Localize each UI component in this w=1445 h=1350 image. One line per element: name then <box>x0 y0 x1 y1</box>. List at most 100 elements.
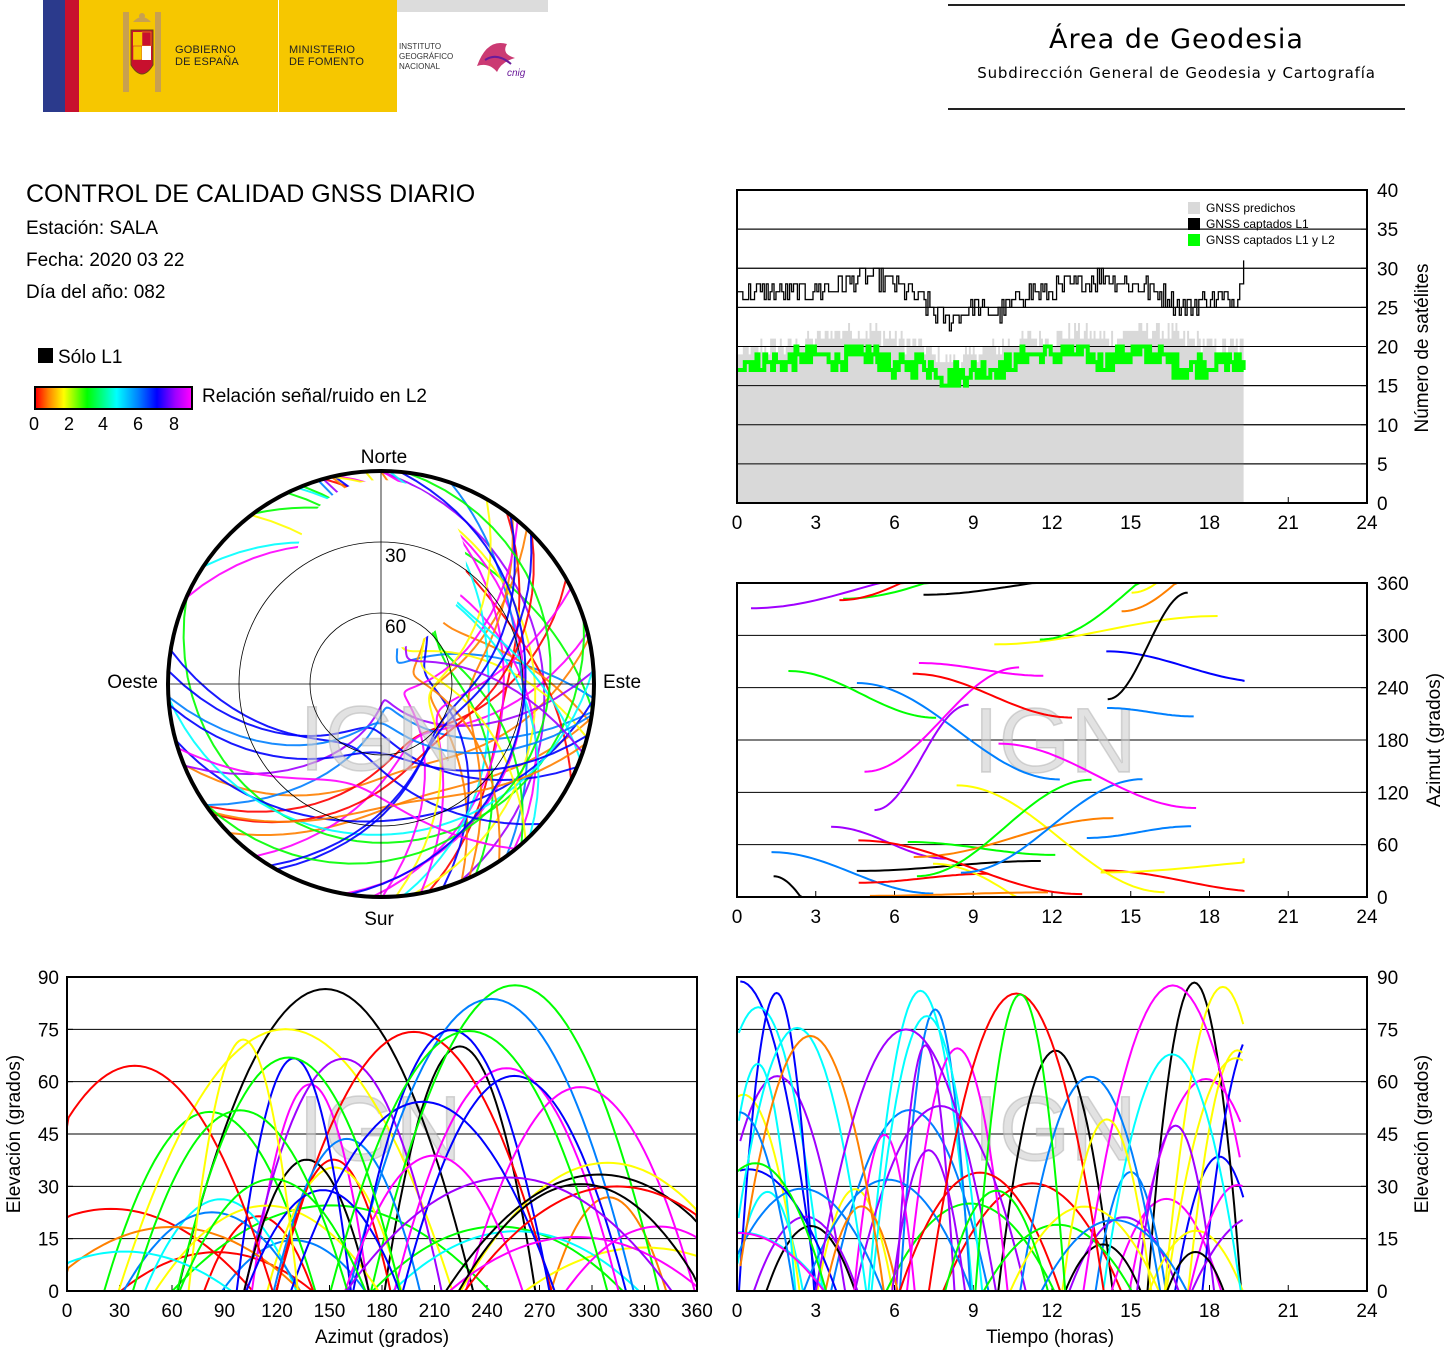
azt-track-14 <box>874 703 969 812</box>
sat-xtick-label-9: 9 <box>968 513 979 534</box>
sat-legend-swatch-2 <box>1188 234 1200 246</box>
ela-track-28 <box>401 1074 627 1292</box>
azt-track-6 <box>788 670 937 719</box>
ign-line2: GEOGRÁFICO <box>399 52 454 61</box>
azt-xtick-label-3: 3 <box>810 907 821 928</box>
ela-track-22 <box>243 1158 370 1292</box>
ela-frame <box>66 976 698 1292</box>
ela-track-44 <box>457 1183 698 1292</box>
ela-track-45 <box>345 1176 673 1292</box>
elt-track-46 <box>737 1231 825 1292</box>
sat-xtick-label-0: 0 <box>732 513 743 534</box>
azt-watermark: IGN <box>973 690 1137 792</box>
ela-xtick-label-30: 30 <box>109 1301 130 1322</box>
ela-xlabel: Azimut (grados) <box>315 1327 449 1348</box>
ign-top-bar <box>397 0 548 12</box>
elt-track-47 <box>739 1111 795 1292</box>
spain-flag-yellow <box>79 0 91 112</box>
header-rule-bottom <box>948 108 1405 110</box>
elt-track-29 <box>802 1178 973 1292</box>
elt-xtick-label-12: 12 <box>1041 1301 1062 1322</box>
ela-track-35 <box>290 1100 556 1292</box>
sat-xtick-label-21: 21 <box>1278 513 1299 534</box>
elt-track-18 <box>1148 1229 1244 1292</box>
azt-xtick-label-9: 9 <box>968 907 979 928</box>
azt-ytick-label-0: 0 <box>1377 888 1388 909</box>
azt-track-23 <box>858 839 1083 896</box>
sat-ytick-label-35: 35 <box>1377 220 1398 241</box>
ela-track-37 <box>176 1056 402 1292</box>
skyplot-tracks <box>168 471 594 897</box>
elt-ytick-label-75: 75 <box>1377 1020 1398 1041</box>
sat-legend-entry-0: GNSS predichos <box>1206 201 1295 215</box>
sky-track-25 <box>184 670 594 776</box>
ela-track-9 <box>143 1198 298 1292</box>
azt-track-26 <box>869 891 1048 897</box>
ela-track-5 <box>275 1158 392 1292</box>
elt-xtick-label-0: 0 <box>732 1301 743 1322</box>
sat-ytick-label-10: 10 <box>1377 416 1398 437</box>
cnig-text: cnig <box>507 68 526 79</box>
ela-track-34 <box>245 1189 401 1292</box>
azt-track-4 <box>918 662 1044 677</box>
elt-ylabel: Elevación (grados) <box>1412 1055 1433 1213</box>
elt-track-56 <box>814 1028 997 1292</box>
azt-track-5 <box>1106 650 1245 682</box>
ela-ytick-label-0: 0 <box>48 1282 59 1303</box>
azt-xtick-label-0: 0 <box>732 907 743 928</box>
elt-xlabel: Tiempo (horas) <box>986 1327 1114 1348</box>
sky-track-20 <box>168 670 578 782</box>
sat-legend-entry-2: GNSS captados L1 y L2 <box>1206 233 1335 247</box>
ela-xtick-label-240: 240 <box>471 1301 503 1322</box>
sky-track-30 <box>381 520 519 897</box>
ign-logo: INSTITUTO GEOGRÁFICO NACIONAL cnig <box>397 0 548 112</box>
elt-xtick-label-24: 24 <box>1356 1301 1378 1322</box>
elt-ytick-label-90: 90 <box>1377 968 1398 989</box>
area-header: Área de Geodesia Subdirección General de… <box>948 0 1405 112</box>
elt-track-48 <box>1166 1250 1225 1292</box>
elt-track-10 <box>885 1202 1056 1292</box>
sat-ytick-label-15: 15 <box>1377 377 1398 398</box>
azt-track-1 <box>856 682 1060 781</box>
ela-track-23 <box>348 997 635 1292</box>
snr-label: Relación señal/ruido en L2 <box>202 386 427 407</box>
azt-track-20 <box>994 615 1218 646</box>
ela-xtick-label-60: 60 <box>161 1301 182 1322</box>
sky-track-44 <box>177 747 516 850</box>
elt-ytick-label-45: 45 <box>1377 1125 1398 1146</box>
sky-track-41 <box>269 532 533 867</box>
ela-track-13 <box>117 1028 454 1292</box>
sky-track-40 <box>168 695 593 755</box>
elt-ytick-label-15: 15 <box>1377 1230 1398 1251</box>
snr-tick-4: 4 <box>98 414 109 434</box>
elt-track-35 <box>739 1168 838 1292</box>
sat-ytick-label-40: 40 <box>1377 181 1398 202</box>
azt-track-9 <box>923 582 1105 596</box>
elt-ytick-label-0: 0 <box>1377 1282 1388 1303</box>
ela-xtick-label-210: 210 <box>419 1301 451 1322</box>
doy-label: Día del año: 082 <box>26 282 166 303</box>
sat-xtick-label-24: 24 <box>1356 513 1378 534</box>
sat-ytick-label-0: 0 <box>1377 494 1388 515</box>
ela-ytick-label-15: 15 <box>38 1230 59 1251</box>
elt-track-1 <box>1174 1155 1245 1292</box>
elt-track-38 <box>853 1133 916 1292</box>
elt-track-19 <box>895 1044 956 1292</box>
elt-frame <box>736 976 1368 1292</box>
ela-track-43 <box>131 1109 349 1292</box>
ministerio-line1: MINISTERIO <box>289 44 356 56</box>
elt-track-37 <box>1163 985 1245 1292</box>
ela-track-4 <box>203 1215 315 1292</box>
elt-track-57 <box>1040 1219 1188 1292</box>
elt-track-31 <box>898 1171 1062 1292</box>
satellites-chart: 051015202530354003691215182124IGNGNSS pr… <box>732 181 1433 534</box>
azt-track-11 <box>907 841 1056 856</box>
sky-ring-label-60: 60 <box>385 617 406 638</box>
sky-track-42 <box>168 704 589 772</box>
azt-track-3 <box>1131 582 1244 594</box>
azt-track-22 <box>858 872 989 884</box>
elt-track-7 <box>867 989 974 1292</box>
